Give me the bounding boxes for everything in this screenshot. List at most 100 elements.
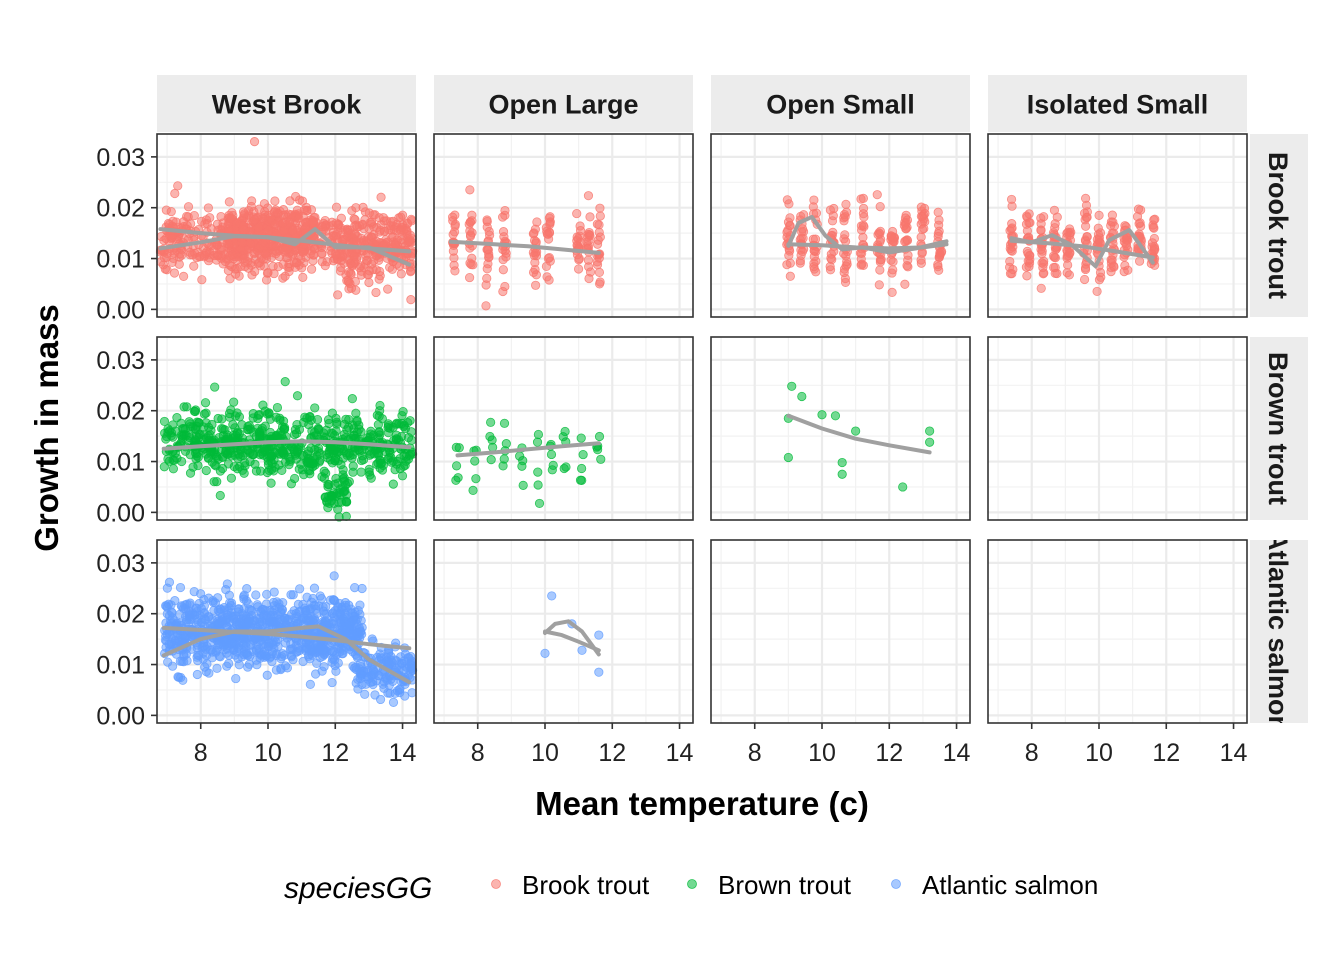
data-point bbox=[874, 280, 884, 290]
data-point bbox=[594, 220, 604, 230]
data-point bbox=[200, 614, 211, 625]
data-point bbox=[578, 449, 588, 460]
data-point bbox=[1081, 236, 1091, 246]
panel-border bbox=[710, 336, 971, 521]
data-point bbox=[242, 650, 252, 660]
data-point bbox=[233, 453, 243, 464]
row-strip-label: Atlantic salmon bbox=[1263, 531, 1293, 732]
data-point bbox=[332, 417, 342, 427]
data-point bbox=[289, 446, 300, 457]
data-point bbox=[343, 225, 353, 235]
data-point bbox=[356, 467, 366, 477]
data-point bbox=[343, 254, 353, 265]
data-point bbox=[916, 255, 926, 265]
data-point bbox=[214, 639, 225, 649]
data-point bbox=[405, 230, 415, 240]
data-point bbox=[229, 397, 239, 407]
data-point bbox=[594, 267, 605, 277]
data-point bbox=[232, 427, 243, 437]
data-point bbox=[317, 221, 327, 232]
x-tick-label: 8 bbox=[471, 739, 485, 767]
panels: West Brook Open Large Open Small Isolated S… bbox=[96, 75, 1308, 767]
data-point bbox=[303, 651, 314, 661]
data-point bbox=[284, 266, 294, 277]
data-point bbox=[593, 235, 603, 245]
data-point bbox=[246, 618, 256, 628]
data-point bbox=[596, 454, 606, 464]
data-point bbox=[237, 237, 247, 248]
data-point bbox=[295, 195, 305, 205]
x-tick-label: 12 bbox=[875, 739, 903, 767]
data-point bbox=[1036, 225, 1046, 235]
data-point bbox=[304, 458, 314, 468]
data-point bbox=[576, 433, 586, 443]
data-point bbox=[1005, 256, 1015, 267]
data-point bbox=[594, 431, 605, 442]
data-point bbox=[302, 449, 312, 459]
data-point bbox=[1081, 200, 1092, 210]
data-point bbox=[182, 599, 192, 609]
data-point bbox=[173, 181, 183, 191]
data-point bbox=[783, 217, 794, 227]
data-point bbox=[262, 268, 273, 278]
panel-points bbox=[783, 381, 935, 492]
data-point bbox=[345, 278, 355, 289]
data-point bbox=[817, 410, 827, 420]
data-point bbox=[212, 663, 222, 673]
panel-background bbox=[434, 540, 693, 723]
data-point bbox=[465, 185, 475, 195]
data-point bbox=[797, 391, 807, 402]
panel-background bbox=[711, 134, 970, 317]
y-tick-label: 0.03 bbox=[96, 550, 145, 578]
data-point bbox=[249, 215, 260, 225]
data-point bbox=[312, 414, 323, 425]
data-point bbox=[375, 649, 385, 659]
data-point bbox=[239, 468, 249, 478]
data-point bbox=[327, 677, 337, 688]
data-point bbox=[192, 669, 202, 680]
data-point bbox=[1092, 234, 1102, 245]
x-tick-label: 8 bbox=[1025, 739, 1039, 767]
data-point bbox=[499, 232, 509, 242]
row-strip bbox=[1250, 540, 1308, 723]
data-point bbox=[260, 249, 271, 259]
y-tick-label: 0.01 bbox=[96, 449, 145, 477]
data-point bbox=[1007, 223, 1017, 233]
column-strip-label: Isolated Small bbox=[1027, 90, 1209, 120]
data-point bbox=[313, 443, 324, 453]
data-point bbox=[342, 478, 353, 488]
data-point bbox=[322, 496, 332, 506]
data-point bbox=[1037, 246, 1047, 256]
data-point bbox=[175, 656, 185, 666]
data-point bbox=[875, 257, 885, 267]
data-point bbox=[825, 205, 835, 215]
data-point bbox=[451, 442, 461, 452]
data-point bbox=[265, 605, 275, 615]
data-point bbox=[270, 196, 280, 206]
data-point bbox=[856, 260, 866, 270]
x-axis-title: Mean temperature (c) bbox=[535, 785, 869, 822]
smooth-line bbox=[448, 239, 601, 255]
data-point bbox=[295, 584, 305, 594]
data-point bbox=[388, 479, 398, 489]
data-point bbox=[1134, 256, 1145, 266]
data-point bbox=[360, 207, 371, 217]
data-point bbox=[875, 229, 885, 239]
data-point bbox=[1039, 268, 1049, 278]
smooth-line bbox=[455, 441, 601, 458]
data-point bbox=[159, 235, 169, 246]
data-point bbox=[785, 271, 795, 281]
data-point bbox=[278, 218, 288, 228]
data-point bbox=[383, 284, 393, 294]
data-point bbox=[321, 425, 331, 435]
data-point bbox=[164, 610, 175, 621]
data-point bbox=[250, 266, 260, 277]
panel-grid bbox=[711, 540, 970, 723]
data-point bbox=[277, 465, 287, 475]
data-point bbox=[360, 689, 370, 699]
legend-label: Atlantic salmon bbox=[922, 870, 1098, 900]
smooth-line bbox=[543, 629, 601, 653]
data-point bbox=[285, 454, 295, 464]
data-point bbox=[210, 598, 220, 608]
y-tick-label: 0.01 bbox=[96, 246, 145, 274]
